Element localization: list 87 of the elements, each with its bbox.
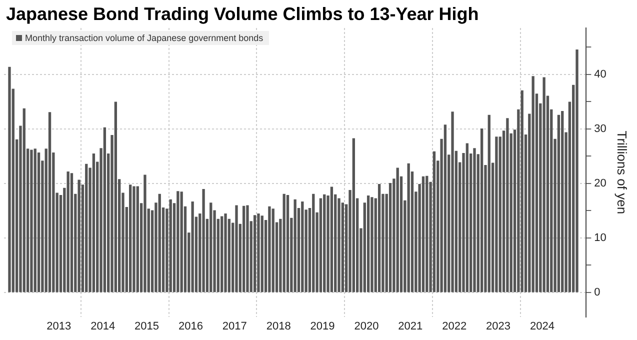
bar: [466, 143, 468, 292]
bar: [114, 102, 118, 292]
bar: [388, 182, 392, 292]
x-tick-label: 2013: [46, 320, 72, 332]
bar: [224, 213, 227, 292]
y-tick-label: 0: [594, 286, 600, 298]
bar: [294, 199, 296, 292]
bar: [488, 114, 490, 292]
bar: [378, 184, 381, 292]
bar: [22, 108, 26, 292]
bar: [253, 215, 256, 292]
bar: [432, 151, 436, 292]
bar: [37, 152, 40, 292]
bar: [158, 194, 161, 292]
bar: [136, 186, 139, 292]
bar: [323, 194, 326, 292]
x-tick-label: 2017: [222, 320, 247, 332]
x-tick-label: 2023: [486, 320, 511, 332]
y-tick-label: 30: [594, 122, 606, 135]
bar: [30, 150, 33, 292]
x-tick-label: 2018: [266, 320, 291, 332]
bar: [542, 77, 546, 292]
bar: [242, 206, 246, 292]
y-axis-title: Trillions of yen: [614, 130, 630, 214]
bar: [220, 216, 224, 292]
legend-label: Monthly transaction volume of Japanese government bonds: [25, 33, 264, 43]
bar: [132, 186, 136, 292]
bar: [246, 205, 249, 292]
bar: [330, 186, 334, 292]
bar: [268, 206, 271, 292]
bar: [561, 111, 564, 292]
bar: [34, 148, 36, 292]
bar: [506, 118, 509, 292]
bar: [191, 201, 194, 292]
bar: [396, 168, 399, 292]
bar: [576, 49, 578, 292]
bar: [260, 216, 264, 292]
bar: [451, 112, 454, 292]
bar: [422, 176, 425, 292]
bar: [407, 163, 410, 292]
bar: [444, 124, 447, 292]
bar: [235, 205, 238, 292]
bar: [366, 196, 370, 292]
bar: [557, 114, 560, 292]
bar: [473, 148, 476, 292]
x-tick-label: 2016: [178, 320, 203, 332]
bar: [532, 76, 534, 292]
bar: [144, 174, 146, 292]
y-tick-label: 10: [594, 232, 606, 244]
bar: [8, 66, 11, 292]
x-tick-label: 2024: [530, 320, 554, 332]
bar: [352, 138, 355, 292]
bar: [257, 213, 260, 292]
bar: [286, 194, 290, 292]
bar: [180, 192, 183, 292]
bar: [319, 198, 322, 292]
y-tick-label: 20: [594, 177, 606, 190]
bar: [92, 154, 96, 292]
x-tick-label: 2020: [354, 320, 379, 332]
bar: [282, 194, 286, 292]
bar: [210, 202, 212, 292]
bar: [301, 201, 304, 292]
x-tick-label: 2015: [134, 320, 160, 332]
bar: [338, 198, 340, 292]
bar: [85, 164, 88, 292]
bar: [103, 127, 106, 292]
bar: [480, 128, 484, 292]
x-tick-label: 2014: [90, 320, 116, 332]
bar: [48, 112, 52, 292]
bar: [202, 188, 205, 292]
bar: [370, 197, 374, 292]
chart-title: Japanese Bond Trading Volume Climbs to 13-Year High: [6, 4, 479, 25]
bar: [78, 180, 80, 292]
bar: [272, 208, 274, 292]
x-tick-label: 2019: [310, 320, 335, 332]
bar: [520, 90, 524, 292]
bar: [426, 176, 428, 292]
y-tick-label: 40: [594, 68, 606, 80]
bar: [70, 173, 74, 292]
bar: [169, 199, 172, 292]
x-tick-label: 2022: [442, 320, 467, 332]
x-tick-label: 2021: [398, 320, 423, 332]
bar: [66, 172, 70, 292]
bar: [176, 191, 180, 292]
bar: [495, 136, 498, 292]
bar: [312, 194, 315, 292]
bar: [128, 184, 132, 292]
